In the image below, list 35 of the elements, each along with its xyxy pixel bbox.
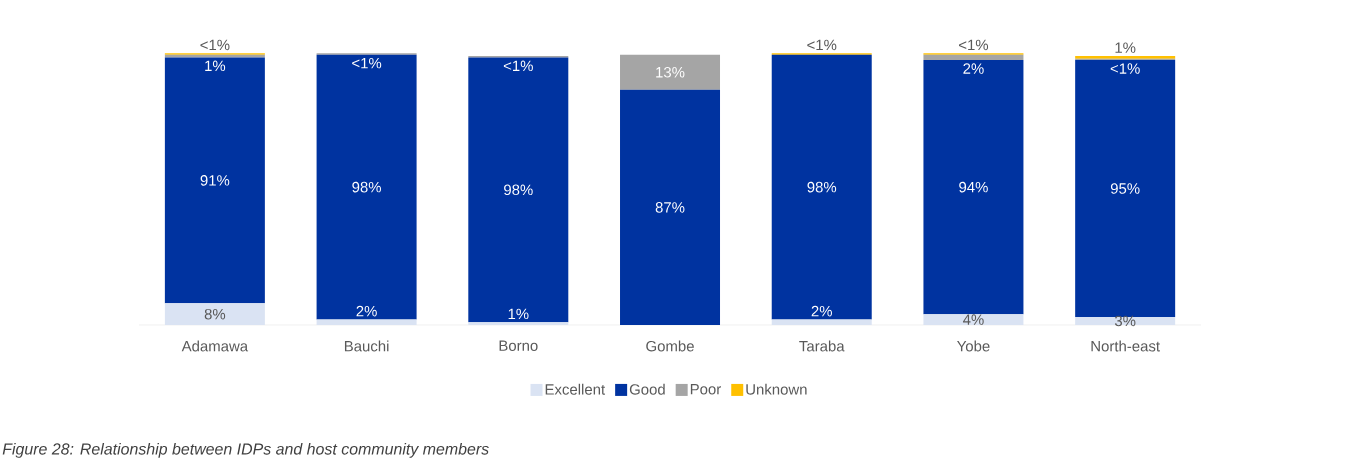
data-label: 1% xyxy=(205,60,226,72)
data-label: <1% xyxy=(200,39,230,51)
data-label: 98% xyxy=(504,184,533,196)
legend-label: Poor xyxy=(690,384,721,395)
data-label: 2% xyxy=(963,63,984,74)
data-label: 94% xyxy=(959,181,988,193)
data-label: <1% xyxy=(807,39,837,51)
data-label: 13% xyxy=(656,66,685,78)
legend-label: Unknown xyxy=(746,383,807,395)
data-label: 2% xyxy=(356,305,377,317)
caption: Figure 28: Relationship between IDPs and host community members xyxy=(2,442,489,458)
data-label: <1% xyxy=(1110,63,1140,74)
data-label: 3% xyxy=(1114,315,1136,327)
data-label: 87% xyxy=(655,202,685,213)
data-label: <1% xyxy=(503,60,533,72)
legend-label: Excellent xyxy=(545,383,606,395)
data-label: 1% xyxy=(1115,42,1136,53)
data-label: 8% xyxy=(204,308,226,320)
data-label: 1% xyxy=(508,308,529,320)
data-label: 98% xyxy=(807,181,837,193)
data-label: 95% xyxy=(1110,183,1140,194)
x-tick-label: Borno xyxy=(499,340,538,351)
data-label: <1% xyxy=(352,57,382,69)
x-tick-label: Taraba xyxy=(799,340,845,352)
data-label: 91% xyxy=(200,175,230,186)
x-tick-label: Bauchi xyxy=(344,340,389,352)
x-tick-label: Yobe xyxy=(957,340,990,352)
data-label: 4% xyxy=(962,314,984,325)
data-label: 2% xyxy=(811,305,832,317)
x-tick-label: North-east xyxy=(1091,340,1160,352)
x-tick-label: Gombe xyxy=(646,340,694,352)
legend-label: Good xyxy=(629,383,665,395)
data-label: 98% xyxy=(352,181,381,193)
data-label: <1% xyxy=(959,39,989,51)
x-tick-label: Adamawa xyxy=(181,340,249,352)
